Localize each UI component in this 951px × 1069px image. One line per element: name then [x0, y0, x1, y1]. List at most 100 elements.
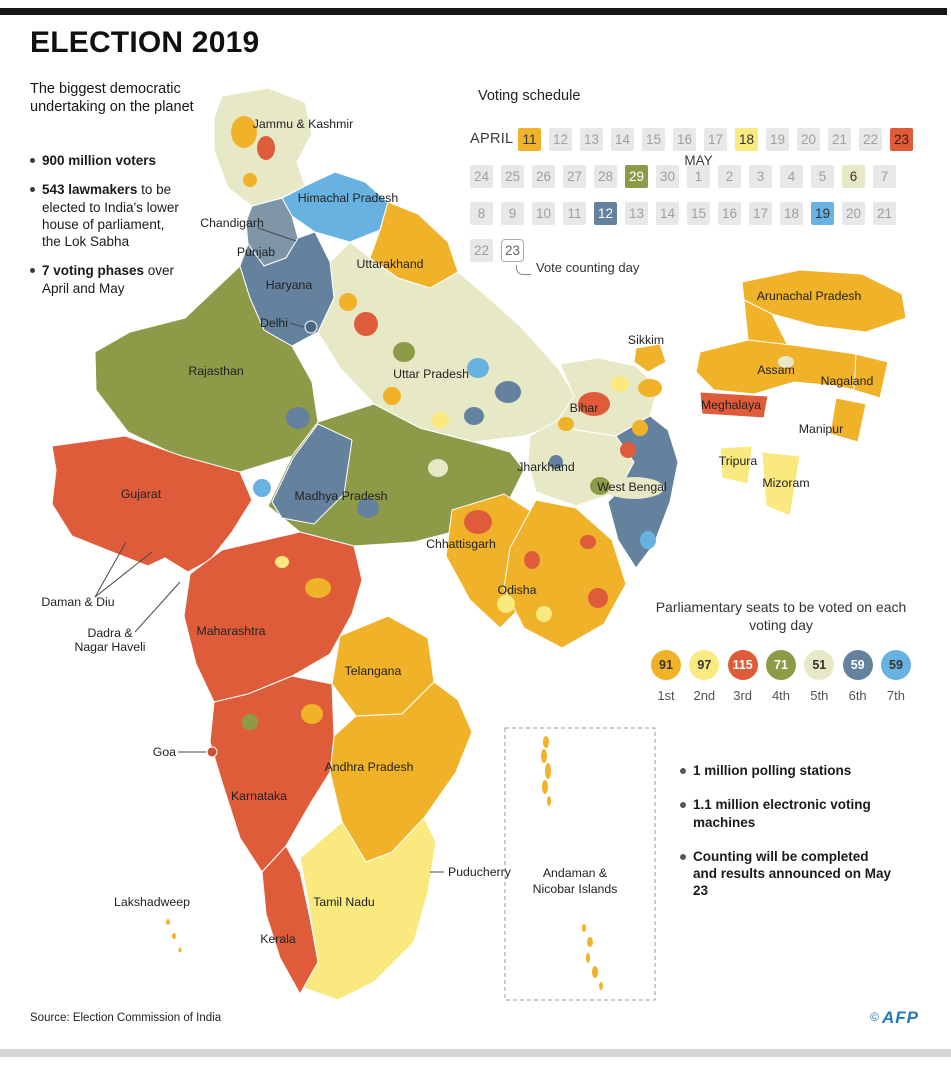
fact-item: 1.1 million electronic voting machines [680, 796, 892, 831]
phase-patch [428, 459, 448, 477]
phase-seat: 97 2nd [686, 650, 722, 703]
phase-ordinal-label: 7th [886, 688, 905, 704]
state-assam [695, 339, 885, 395]
fact-rest: over April and May [42, 263, 175, 296]
calendar-day: 15 [687, 202, 710, 225]
calendar-day: 12 [549, 128, 572, 151]
phase-ordinal-label: 5th [810, 688, 829, 704]
calendar-day: 13 [580, 128, 603, 151]
phase-patch [632, 420, 648, 436]
label-puducherry: Puducherry [448, 865, 512, 879]
calendar-day: 23 [501, 239, 524, 262]
state-madhya-pradesh-west-patch [271, 423, 353, 525]
state-arunachal-pradesh [741, 269, 907, 333]
calendar-day: 21 [873, 202, 896, 225]
calendar-day: 13 [625, 202, 648, 225]
state-chhattisgarh [445, 493, 541, 629]
month-label: APRIL [470, 131, 514, 147]
calendar-day: 21 [828, 128, 851, 151]
island [599, 982, 603, 990]
label-sikkim: Sikkim [628, 333, 664, 347]
state-west-bengal [607, 415, 679, 569]
label-dadra-nagar-haveli: Nagar Haveli [74, 640, 145, 654]
phase-seat: 59 6th [840, 650, 876, 703]
calendar-day: 17 [749, 202, 772, 225]
fact-item: Counting will be completed and results a… [680, 848, 892, 900]
island [545, 763, 551, 779]
island [547, 796, 551, 806]
phase-ordinal-label: 4th [771, 688, 791, 704]
delhi-marker [304, 320, 318, 334]
phase-patch [611, 376, 629, 392]
phase-patch [301, 704, 323, 724]
state-punjab [245, 197, 299, 267]
phase-seat: 59 7th [878, 650, 914, 703]
calendar-day: 10 [532, 202, 555, 225]
label-telangana: Telangana [345, 664, 402, 678]
fact-bold: 543 lawmakers [42, 182, 138, 198]
phase-patch [253, 479, 271, 497]
leader-lines [94, 227, 444, 873]
calendar-day: 11 [518, 128, 541, 151]
seats-row: 91 1st 97 2nd 115 3rd 71 4th 51 5th 59 6th 59 7th [648, 650, 914, 703]
calendar-day: 20 [842, 202, 865, 225]
calendar-row: 24 25 26 27 28 29 30 1 MAY 2 3 4 5 6 7 [470, 153, 925, 188]
calendar-day: 14 [656, 202, 679, 225]
phase-patch [354, 312, 378, 336]
calendar-day: 16 [718, 202, 741, 225]
lakshadweep-islands [166, 919, 182, 953]
calendar-day: 18 [780, 202, 803, 225]
afp-wordmark: AFP [882, 1008, 919, 1027]
bullet-dot [30, 158, 35, 163]
calendar-day: 25 [501, 165, 524, 188]
island [542, 780, 548, 794]
label-tripura: Tripura [719, 454, 758, 468]
state-jammu-kashmir [213, 87, 313, 207]
seat-count-badge: 59 [880, 650, 911, 681]
phase-patch [524, 551, 540, 569]
fact-item: 1 million polling stations [680, 762, 892, 779]
calendar-day: 16 [673, 128, 696, 151]
fact-bold: 7 voting phases [42, 263, 145, 279]
fact-bold: 900 million voters [42, 153, 157, 168]
state-meghalaya [699, 391, 769, 419]
afp-logo: © AFP [870, 1008, 919, 1028]
schedule-heading: Voting schedule [478, 88, 581, 104]
state-karnataka [209, 675, 335, 873]
calendar-day: 28 [594, 165, 617, 188]
phase-patch [620, 442, 636, 458]
andaman-nicobar-inset [504, 727, 656, 1001]
bullet-dot [680, 802, 686, 809]
fact-text: 900 million voters [42, 152, 156, 169]
label-karnataka: Karnataka [231, 789, 287, 803]
fact-rest: to be elected to India's lower house of … [42, 182, 179, 250]
calendar-day: 7 [873, 165, 896, 188]
state-telangana [331, 615, 435, 717]
fact-item: 7 voting phases over April and May [30, 262, 180, 297]
bullet-dot [680, 853, 686, 860]
island [541, 749, 547, 763]
bullet-dot [30, 187, 35, 193]
phase-seat: 115 3rd [725, 650, 761, 703]
calendar-day: 12 [594, 202, 617, 225]
phase-patch [431, 412, 449, 428]
phase-patch [497, 595, 515, 613]
state-bihar [557, 357, 659, 437]
chandigarh-leader [257, 227, 297, 242]
label-bihar: Bihar [570, 401, 599, 415]
phase-patch [464, 407, 484, 425]
inset-box [504, 727, 656, 1001]
calendar-day: 14 [611, 128, 634, 151]
label-gujarat: Gujarat [121, 487, 162, 501]
calendar-day: 18 [735, 128, 758, 151]
phase-patch [257, 136, 275, 160]
island [166, 919, 170, 925]
phase-patch [778, 356, 794, 368]
calendar-day: 11 [563, 202, 586, 225]
island [178, 947, 182, 953]
island [582, 924, 586, 932]
state-kerala [261, 845, 319, 996]
state-mizoram [761, 451, 801, 517]
phase-patch [231, 116, 257, 148]
dadra-nagar-haveli-leader [134, 581, 181, 633]
